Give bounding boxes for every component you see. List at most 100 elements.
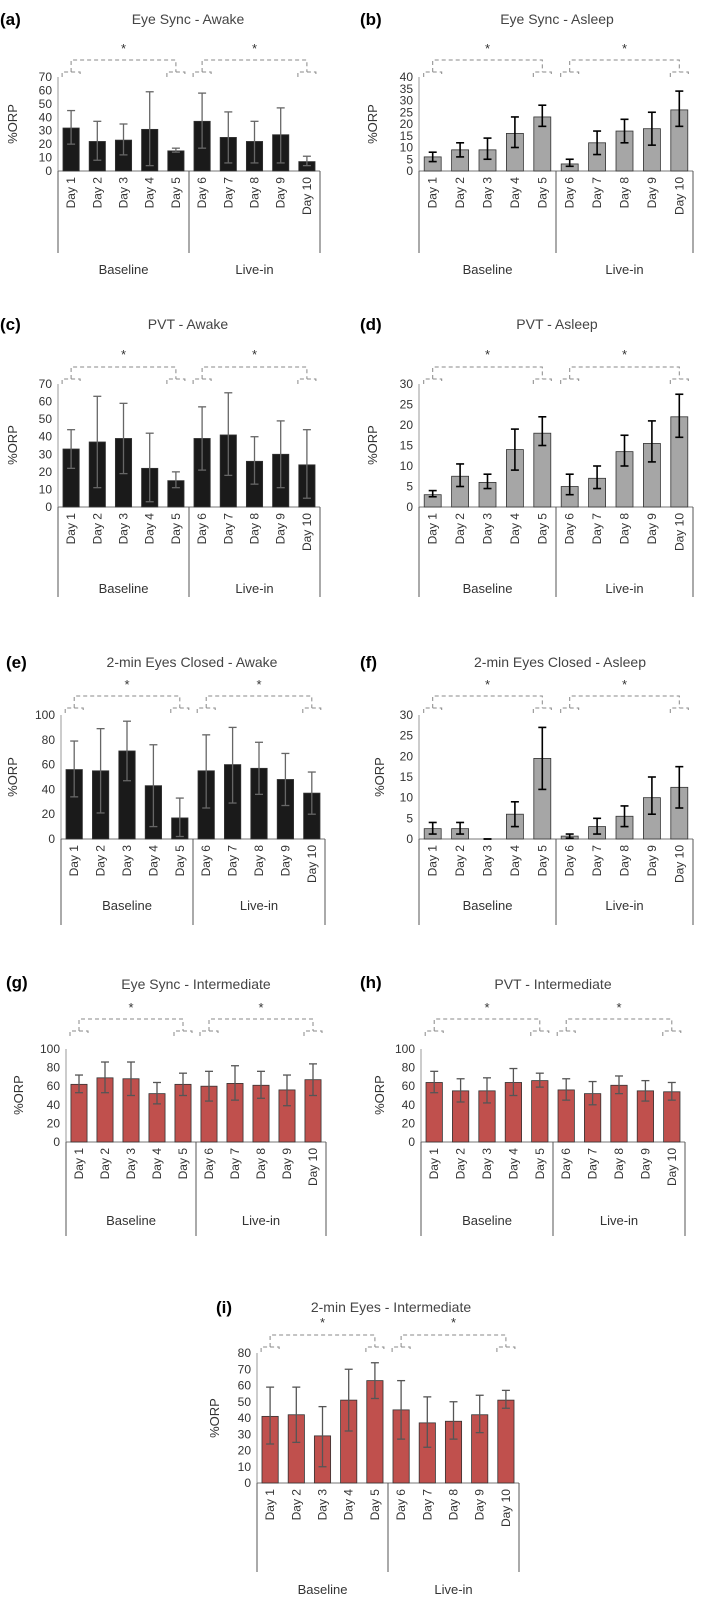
significance-sub-bracket <box>365 1346 385 1352</box>
group-label: Live-in <box>605 898 643 913</box>
x-tick-label: Day 4 <box>342 1489 356 1521</box>
panel-label: (f) <box>360 653 377 672</box>
chart-panel-6: (g) Eye Sync - Intermediate 0 20 40 60 80 100 %O… <box>6 973 327 1236</box>
group-label: Live-in <box>600 1213 638 1228</box>
x-tick-label: Day 2 <box>289 1489 303 1521</box>
significance-sub-bracket <box>303 1030 323 1036</box>
x-tick-label: Day 2 <box>98 1148 112 1180</box>
group-label: Baseline <box>463 262 513 277</box>
chart-panel-5: (f) 2-min Eyes Closed - Asleep 0 5 10 15 20 25 3… <box>360 653 694 925</box>
group-label: Live-in <box>240 898 278 913</box>
y-axis-label: %ORP <box>11 1075 26 1115</box>
x-tick-label: Day 7 <box>221 513 235 545</box>
x-tick-label: Day 1 <box>67 845 81 877</box>
y-axis-label: %ORP <box>207 1398 222 1438</box>
chart-panel-8: (i) 2-min Eyes - Intermediate 0 10 20 30 40 50 6… <box>207 1298 520 1597</box>
x-tick-label: Day 4 <box>506 1148 520 1180</box>
y-tick-label: 5 <box>406 480 413 494</box>
significance-sub-bracket <box>424 1030 444 1036</box>
significance-sub-bracket <box>302 707 322 713</box>
y-tick-label: 100 <box>40 1042 60 1056</box>
significance-sub-bracket <box>61 71 81 77</box>
y-tick-label: 40 <box>39 110 53 124</box>
x-tick-label: Day 8 <box>447 1489 461 1521</box>
y-tick-label: 60 <box>39 83 53 97</box>
significance-sub-bracket <box>297 71 317 77</box>
significance-sub-bracket <box>170 707 190 713</box>
y-tick-label: 0 <box>408 1135 415 1149</box>
significance-sub-bracket <box>196 707 216 713</box>
significance-sub-bracket <box>423 378 443 384</box>
significance-bracket <box>205 695 313 708</box>
significance-sub-bracket <box>192 378 212 384</box>
x-tick-label: Day 7 <box>228 1148 242 1180</box>
significance-sub-bracket <box>669 378 689 384</box>
y-tick-label: 30 <box>400 377 414 391</box>
significance-bracket <box>432 366 543 379</box>
significance-star: * <box>485 347 490 362</box>
significance-sub-bracket <box>423 71 443 77</box>
y-tick-label: 0 <box>406 832 413 846</box>
significance-bracket <box>565 1018 673 1031</box>
group-label: Live-in <box>605 581 643 596</box>
panel-label: (h) <box>360 973 382 992</box>
y-tick-label: 60 <box>39 395 53 409</box>
x-tick-label: Day 2 <box>454 1148 468 1180</box>
y-tick-label: 100 <box>395 1042 415 1056</box>
x-tick-label: Day 10 <box>672 845 686 883</box>
y-tick-label: 30 <box>400 94 414 108</box>
y-tick-label: 50 <box>238 1395 252 1409</box>
significance-sub-bracket <box>560 71 580 77</box>
x-tick-label: Day 4 <box>508 513 522 545</box>
group-label: Live-in <box>235 581 273 596</box>
x-tick-label: Day 3 <box>481 845 495 877</box>
x-tick-label: Day 2 <box>453 513 467 545</box>
group-label: Baseline <box>298 1582 348 1597</box>
significance-bracket <box>569 59 680 72</box>
significance-bracket <box>201 366 308 379</box>
group-label: Baseline <box>102 898 152 913</box>
bar <box>167 150 185 172</box>
y-tick-label: 70 <box>39 377 53 391</box>
y-tick-label: 0 <box>53 1135 60 1149</box>
x-tick-label: Day 3 <box>117 177 131 209</box>
x-tick-label: Day 4 <box>508 845 522 877</box>
group-label: Baseline <box>99 262 149 277</box>
y-tick-label: 40 <box>47 1098 61 1112</box>
x-tick-label: Day 10 <box>300 513 314 551</box>
x-tick-label: Day 1 <box>72 1148 86 1180</box>
x-tick-label: Day 2 <box>94 845 108 877</box>
x-tick-label: Day 10 <box>305 845 319 883</box>
y-tick-label: 20 <box>400 418 414 432</box>
significance-sub-bracket <box>173 1030 193 1036</box>
x-tick-label: Day 6 <box>394 1489 408 1521</box>
x-tick-label: Day 4 <box>146 845 160 877</box>
x-tick-label: Day 3 <box>481 513 495 545</box>
significance-star: * <box>121 347 126 362</box>
significance-star: * <box>124 677 129 692</box>
significance-star: * <box>320 1315 325 1330</box>
significance-bracket <box>432 59 543 72</box>
y-axis-label: %ORP <box>5 425 20 465</box>
y-tick-label: 15 <box>400 129 414 143</box>
x-tick-label: Day 7 <box>590 845 604 877</box>
group-label: Baseline <box>106 1213 156 1228</box>
x-tick-label: Day 6 <box>559 1148 573 1180</box>
x-tick-label: Day 6 <box>195 177 209 209</box>
x-tick-label: Day 1 <box>426 845 440 877</box>
chart-title: PVT - Asleep <box>516 316 598 332</box>
significance-star: * <box>121 41 126 56</box>
y-tick-label: 20 <box>400 749 414 763</box>
y-tick-label: 35 <box>400 82 414 96</box>
y-tick-label: 70 <box>39 70 53 84</box>
significance-sub-bracket <box>297 378 317 384</box>
significance-star: * <box>252 347 257 362</box>
group-label: Baseline <box>463 581 513 596</box>
y-tick-label: 25 <box>400 729 414 743</box>
y-tick-label: 20 <box>400 117 414 131</box>
x-tick-label: Day 1 <box>64 177 78 209</box>
significance-sub-bracket <box>391 1346 411 1352</box>
x-tick-label: Day 8 <box>612 1148 626 1180</box>
x-tick-label: Day 7 <box>590 513 604 545</box>
y-tick-label: 20 <box>39 137 53 151</box>
